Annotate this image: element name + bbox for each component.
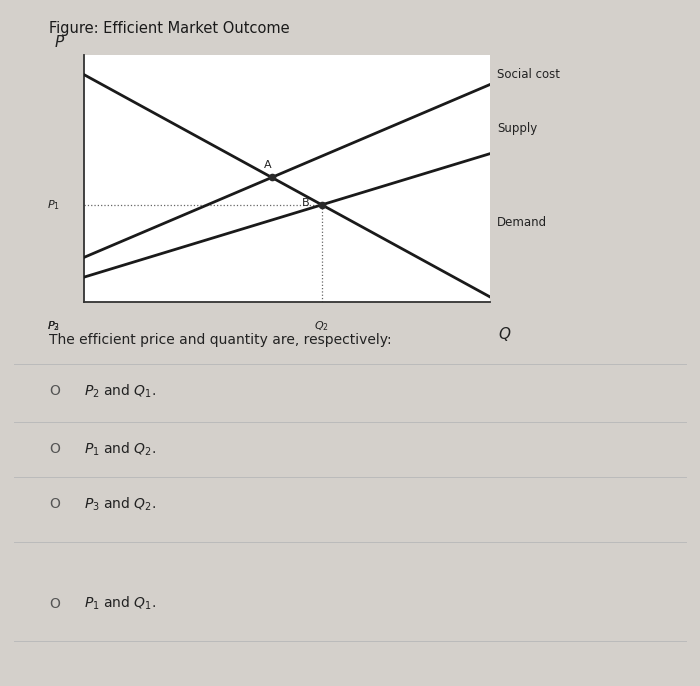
Text: $P_1$: $P_1$: [47, 198, 60, 212]
Text: $P_2$ and $Q_1$.: $P_2$ and $Q_1$.: [84, 382, 156, 400]
Text: O: O: [49, 497, 60, 511]
Text: The efficient price and quantity are, respectively:: The efficient price and quantity are, re…: [49, 333, 391, 346]
Text: Supply: Supply: [497, 123, 538, 135]
Text: $P_1$ and $Q_1$.: $P_1$ and $Q_1$.: [84, 595, 156, 613]
Text: $P_3$ and $Q_2$.: $P_3$ and $Q_2$.: [84, 495, 156, 513]
Text: O: O: [49, 442, 60, 456]
Text: $P_2$: $P_2$: [47, 320, 60, 333]
Text: Social cost: Social cost: [497, 68, 560, 81]
Text: Demand: Demand: [497, 216, 547, 229]
Text: P: P: [55, 35, 64, 50]
Text: Figure: Efficient Market Outcome: Figure: Efficient Market Outcome: [49, 21, 290, 36]
Text: O: O: [49, 384, 60, 398]
Text: $P_3$: $P_3$: [47, 320, 60, 333]
Text: $P_1$ and $Q_2$.: $P_1$ and $Q_2$.: [84, 440, 156, 458]
Text: $Q_2$: $Q_2$: [314, 319, 329, 333]
Text: O: O: [49, 597, 60, 611]
Text: B: B: [302, 198, 309, 208]
Text: Q: Q: [498, 327, 510, 342]
Text: A: A: [264, 160, 272, 169]
